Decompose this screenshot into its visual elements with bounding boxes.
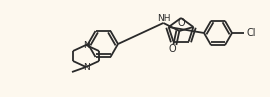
Text: O: O — [168, 44, 176, 54]
Text: N: N — [83, 62, 89, 71]
Text: N: N — [83, 41, 89, 49]
Text: NH: NH — [158, 14, 171, 23]
Text: Cl: Cl — [246, 28, 256, 38]
Text: O: O — [177, 18, 185, 28]
